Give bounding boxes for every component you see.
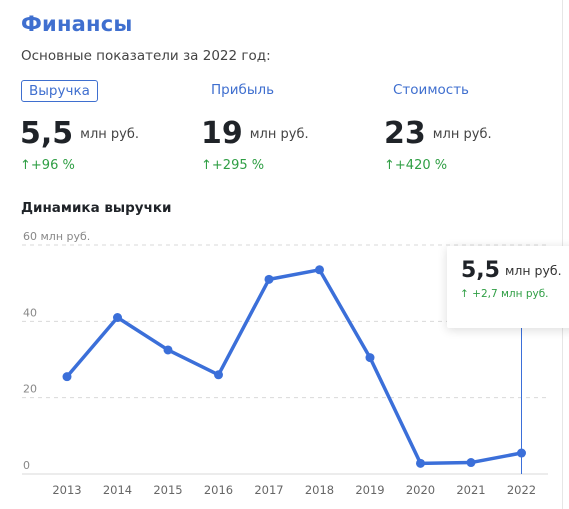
metric-revenue-change: ↑+96 % xyxy=(20,158,75,173)
chart-tooltip: 5,5 млн руб. ↑ +2,7 млн руб. xyxy=(447,246,569,328)
arrow-up-icon: ↑ xyxy=(384,158,395,173)
x-tick-label: 2021 xyxy=(456,483,485,497)
x-tick-label: 2018 xyxy=(305,483,334,497)
x-tick-label: 2015 xyxy=(153,483,182,497)
x-tick-label: 2022 xyxy=(507,483,536,497)
metric-revenue-change-text: +96 % xyxy=(30,158,75,173)
metric-revenue-value: 5,5 xyxy=(20,116,74,151)
data-point[interactable] xyxy=(315,265,324,275)
metric-value: 23 млн руб. xyxy=(384,116,492,151)
metric-profit-change-text: +295 % xyxy=(211,158,265,173)
y-tick-label: 20 xyxy=(23,383,37,396)
y-tick-label: 0 xyxy=(23,459,30,472)
metric-value-value: 23 xyxy=(384,116,426,151)
data-point[interactable] xyxy=(214,370,223,380)
x-tick-label: 2017 xyxy=(254,483,283,497)
arrow-up-icon: ↑ xyxy=(201,158,212,173)
tooltip-unit: млн руб. xyxy=(504,263,562,278)
metric-value-change-text: +420 % xyxy=(394,158,448,173)
data-point[interactable] xyxy=(113,313,122,323)
data-point[interactable] xyxy=(62,372,72,382)
metric-revenue: 5,5 млн руб. xyxy=(20,116,139,151)
metric-profit-unit: млн руб. xyxy=(249,127,309,142)
tooltip-change-text: +2,7 млн руб. xyxy=(472,288,549,300)
metric-value-change: ↑+420 % xyxy=(384,158,447,173)
x-tick-label: 2019 xyxy=(355,483,384,497)
metric-revenue-unit: млн руб. xyxy=(80,127,139,142)
tab-revenue[interactable]: Выручка xyxy=(21,80,98,102)
data-point[interactable] xyxy=(466,458,476,468)
x-tick-label: 2016 xyxy=(204,483,233,497)
data-point[interactable] xyxy=(416,458,425,468)
tab-value[interactable]: Стоимость xyxy=(393,82,470,98)
x-tick-label: 2013 xyxy=(52,483,81,497)
tooltip-change: ↑ +2,7 млн руб. xyxy=(460,288,549,300)
arrow-up-icon: ↑ xyxy=(460,288,469,300)
x-tick-label: 2020 xyxy=(406,483,435,497)
y-tick-label: 40 xyxy=(23,306,37,319)
x-tick-label: 2014 xyxy=(103,483,132,497)
metric-profit-value: 19 xyxy=(201,116,243,151)
data-point[interactable] xyxy=(264,274,274,284)
arrow-up-icon: ↑ xyxy=(20,158,31,173)
revenue-chart[interactable]: 0 20 40 60 млн руб. 2013 2014 2015 2016 2017 2018… xyxy=(0,220,563,509)
series-line xyxy=(65,268,522,466)
subtitle: Основные показатели за 2022 год: xyxy=(21,48,271,64)
tooltip-value: 5,5 xyxy=(461,258,500,283)
page-title: Финансы xyxy=(21,12,133,36)
section-title: Динамика выручки xyxy=(21,200,172,216)
metric-profit: 19 млн руб. xyxy=(201,116,309,151)
data-point[interactable] xyxy=(163,345,173,355)
y-tick-label: 60 млн руб. xyxy=(23,230,90,243)
metric-profit-change: ↑+295 % xyxy=(201,158,264,173)
data-point[interactable] xyxy=(517,448,526,458)
tab-profit[interactable]: Прибыль xyxy=(211,82,275,98)
metric-value-unit: млн руб. xyxy=(432,127,492,142)
data-point[interactable] xyxy=(365,353,375,363)
tooltip-value-row: 5,5 млн руб. xyxy=(461,258,562,283)
